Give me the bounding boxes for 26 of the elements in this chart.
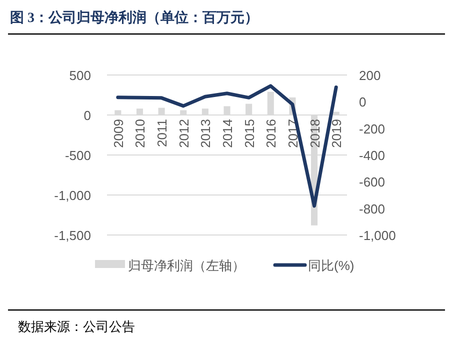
legend-label: 同比(%) [308,258,354,273]
x-tick-label: 2016 [264,119,279,148]
y2-tick-label: -400 [359,148,386,163]
source-note: 数据来源：公司公告 [18,319,135,334]
x-tick-label: 2010 [132,119,148,148]
y-tick-label: -1,000 [54,188,91,203]
y2-tick-label: 0 [359,94,366,110]
title: 图 3：公司归母净利润（单位：百万元） [10,11,258,26]
x-tick-label: 2009 [110,119,126,148]
y-tick-label: -500 [64,148,91,163]
y-tick-label: 0 [84,108,91,123]
x-tick-label: 2018 [307,119,322,148]
x-tick-label: 2013 [198,119,214,148]
x-tick-label: 2014 [220,119,235,148]
y-tick-label: 500 [69,68,91,83]
y2-tick-label: -1,000 [359,228,396,243]
y-tick-label: -1,500 [54,228,91,243]
x-tick-label: 2012 [176,119,192,148]
x-tick-label: 2015 [242,119,257,148]
x-tick-label: 2011 [154,119,170,147]
y2-tick-label: -200 [359,121,386,136]
legend-label: 归母净利润（左轴） [128,258,245,273]
y2-tick-label: -600 [359,174,386,190]
y2-tick-label: 200 [359,68,381,83]
y2-tick-label: -800 [359,201,386,216]
x-tick-label: 2019 [329,119,344,148]
